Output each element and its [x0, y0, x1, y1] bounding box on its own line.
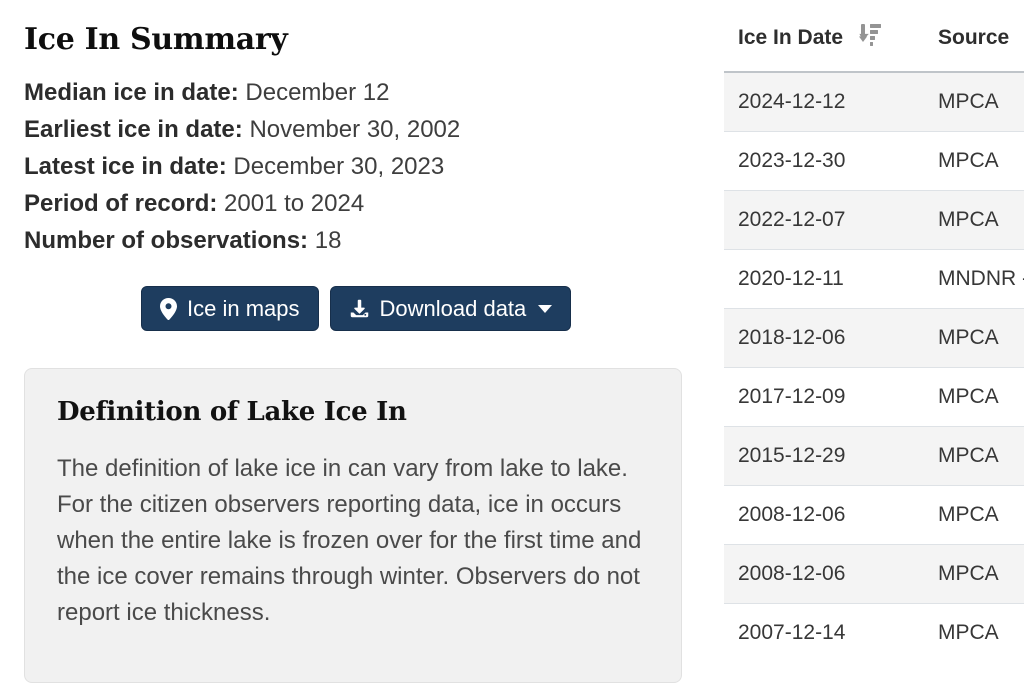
stat-observations: Number of observations: 18 — [24, 227, 342, 254]
source-cell: MPCA — [938, 384, 999, 408]
table-row: 2015-12-29 MPCA — [724, 426, 1024, 485]
table-row: 2007-12-14 MPCA — [724, 603, 1024, 662]
ice-in-date-cell: 2023-12-30 — [738, 148, 846, 172]
column-header-source[interactable]: Source — [924, 0, 1024, 73]
definition-title: Definition of Lake Ice In — [57, 397, 407, 427]
source-cell: MPCA — [938, 443, 999, 467]
ice-in-date-cell: 2015-12-29 — [738, 443, 846, 467]
table-row: 2017-12-09 MPCA — [724, 367, 1024, 426]
table-body: 2024-12-12 MPCA 2023-12-30 MPCA 2022-12-07 MP… — [724, 72, 1024, 662]
ice-in-date-cell: 2008-12-06 — [738, 502, 846, 526]
ice-in-date-cell: 2022-12-07 — [738, 207, 846, 231]
source-cell: MNDNR - — [938, 266, 1024, 290]
download-data-label: Download data — [379, 295, 527, 321]
source-cell: MPCA — [938, 207, 999, 231]
summary-stats: Median ice in date: December 12 Earliest… — [24, 74, 686, 259]
ice-in-date-cell: 2020-12-11 — [738, 266, 844, 290]
download-data-button[interactable]: Download data — [329, 286, 572, 331]
ice-in-date-cell: 2007-12-14 — [738, 620, 846, 644]
definition-body: The definition of lake ice in can vary f… — [57, 455, 642, 626]
stat-median: Median ice in date: December 12 — [24, 79, 390, 106]
source-cell: MPCA — [938, 89, 999, 113]
source-cell: MPCA — [938, 148, 999, 172]
ice-in-maps-label: Ice in maps — [187, 295, 300, 321]
action-buttons: Ice in maps Download data — [141, 286, 686, 331]
definition-box: Definition of Lake Ice In The definition… — [24, 368, 682, 683]
table-row: 2020-12-11 MNDNR - — [724, 249, 1024, 308]
table-header-row: Ice In Date Source — [724, 0, 1024, 73]
table-row: 2024-12-12 MPCA — [724, 72, 1024, 131]
table-row: 2022-12-07 MPCA — [724, 190, 1024, 249]
source-cell: MPCA — [938, 502, 999, 526]
stat-latest: Latest ice in date: December 30, 2023 — [24, 153, 445, 180]
stat-earliest: Earliest ice in date: November 30, 2002 — [24, 116, 461, 143]
page-title: Ice In Summary — [24, 22, 288, 57]
source-cell: MPCA — [938, 620, 999, 644]
map-marker-icon — [160, 297, 177, 320]
ice-in-date-cell: 2024-12-12 — [738, 89, 846, 113]
ice-in-date-header-label: Ice In Date — [738, 26, 844, 49]
download-icon — [349, 298, 370, 319]
table-row: 2018-12-06 MPCA — [724, 308, 1024, 367]
ice-in-date-cell: 2018-12-06 — [738, 325, 846, 349]
ice-in-date-cell: 2017-12-09 — [738, 384, 846, 408]
table-row: 2023-12-30 MPCA — [724, 131, 1024, 190]
summary-panel: Ice In Summary Median ice in date: Decem… — [24, 0, 686, 331]
source-cell: MPCA — [938, 561, 999, 585]
sort-amount-down-icon — [858, 24, 882, 52]
table-row: 2008-12-06 MPCA — [724, 544, 1024, 603]
ice-in-table: Ice In Date Source 2024-12-12 MPCA 2023-12… — [724, 0, 1024, 662]
table-row: 2008-12-06 MPCA — [724, 485, 1024, 544]
column-header-ice-in-date[interactable]: Ice In Date — [724, 0, 924, 73]
stat-period: Period of record: 2001 to 2024 — [24, 190, 365, 217]
ice-in-date-cell: 2008-12-06 — [738, 561, 846, 585]
ice-in-maps-button[interactable]: Ice in maps — [141, 286, 319, 331]
source-cell: MPCA — [938, 325, 999, 349]
caret-down-icon — [538, 304, 553, 313]
